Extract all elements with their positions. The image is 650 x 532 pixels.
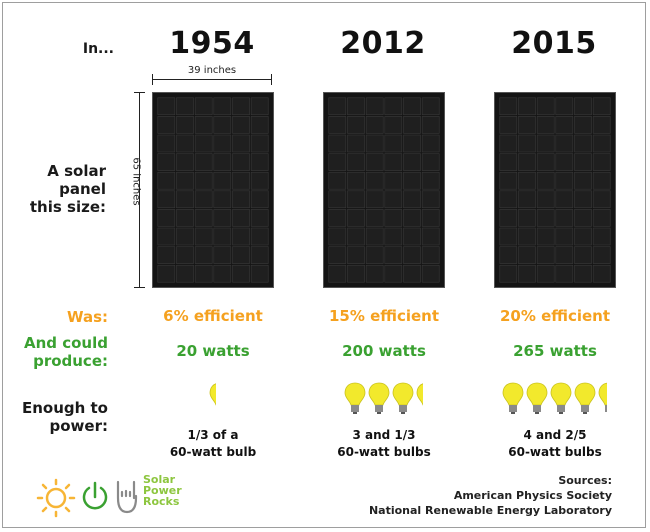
width-dimension-tick-right: [271, 74, 272, 85]
label-power-line-2: power:: [49, 417, 108, 435]
label-in: In...: [82, 41, 114, 57]
width-dimension-label: 39 inches: [187, 65, 237, 76]
logo-text-line-3: Rocks: [143, 495, 180, 508]
light-bulb-icon: [392, 382, 413, 414]
partial-light-bulb-icon: [209, 383, 216, 406]
year-2012: 2012: [340, 26, 426, 61]
light-bulb-icon: [368, 382, 389, 414]
label-power: Enough to power:: [20, 399, 108, 435]
bulbs-1954: [138, 382, 288, 416]
height-dimension-tick-top: [134, 92, 145, 93]
bulb-text-2012-line-1: 3 and 1/3: [352, 428, 416, 442]
sun-icon: [36, 478, 76, 518]
bulb-text-2012: 3 and 1/3 60-watt bulbs: [309, 427, 459, 461]
bulb-text-2015: 4 and 2/5 60-watt bulbs: [480, 427, 630, 461]
light-bulb-icon: [550, 382, 571, 414]
width-dimension-line: [152, 79, 272, 80]
partial-light-bulb-icon: [416, 383, 423, 406]
rock-hand-icon: [116, 480, 138, 514]
panel-cell-grid: [499, 97, 611, 283]
bulbs-2012: [309, 382, 459, 416]
bulbs-2015: [480, 382, 630, 416]
source-aps: American Physics Society: [453, 489, 612, 502]
light-bulb-icon: [526, 382, 547, 414]
bulb-text-2015-line-1: 4 and 2/5: [523, 428, 587, 442]
logo-text-line-1: Solar: [143, 473, 176, 486]
solar-panel-2015: [494, 92, 616, 288]
panel-cell-grid: [157, 97, 269, 283]
watts-2015: 265 watts: [513, 342, 597, 360]
logo-text-line-2: Power: [143, 484, 182, 497]
light-bulb-icon: [574, 382, 595, 414]
label-power-line-1: Enough to: [21, 399, 108, 417]
source-nrel: National Renewable Energy Laboratory: [368, 504, 612, 517]
watts-2012: 200 watts: [342, 342, 426, 360]
bulb-text-1954: 1/3 of a 60-watt bulb: [138, 427, 288, 461]
year-2015: 2015: [511, 26, 597, 61]
width-dimension-tick-left: [152, 74, 153, 85]
panel-cell-grid: [328, 97, 440, 283]
bulb-text-1954-line-2: 60-watt bulb: [169, 445, 257, 459]
sources: Sources: American Physics Society Nation…: [369, 473, 612, 518]
label-panel-line-3: this size:: [29, 198, 106, 216]
height-dimension-line: [139, 92, 140, 288]
light-bulb-icon: [502, 382, 523, 414]
height-dimension-label: 65 inches: [130, 157, 142, 206]
label-produce-line-1: And could: [23, 334, 108, 352]
height-dimension-tick-bottom: [134, 287, 145, 288]
label-panel-line-2: panel: [59, 180, 106, 198]
efficiency-1954: 6% efficient: [163, 307, 263, 325]
efficiency-2015: 20% efficient: [499, 307, 611, 325]
bulb-text-2012-line-2: 60-watt bulbs: [337, 445, 431, 459]
sources-heading: Sources:: [558, 474, 612, 487]
logo-text: Solar Power Rocks: [143, 474, 182, 507]
label-produce: And could produce:: [20, 334, 108, 370]
power-icon: [82, 481, 108, 510]
label-panel-size: A solar panel this size:: [20, 162, 106, 216]
efficiency-2012: 15% efficient: [328, 307, 440, 325]
label-produce-line-2: produce:: [33, 352, 108, 370]
label-panel-line-1: A solar: [47, 162, 106, 180]
year-1954: 1954: [169, 26, 255, 61]
solar-panel-2012: [323, 92, 445, 288]
bulb-text-2015-line-2: 60-watt bulbs: [508, 445, 602, 459]
partial-light-bulb-icon: [598, 382, 607, 412]
light-bulb-icon: [344, 382, 365, 414]
watts-1954: 20 watts: [176, 342, 250, 360]
label-was: Was:: [66, 308, 108, 326]
bulb-text-1954-line-1: 1/3 of a: [187, 428, 239, 442]
solar-panel-1954: [152, 92, 274, 288]
